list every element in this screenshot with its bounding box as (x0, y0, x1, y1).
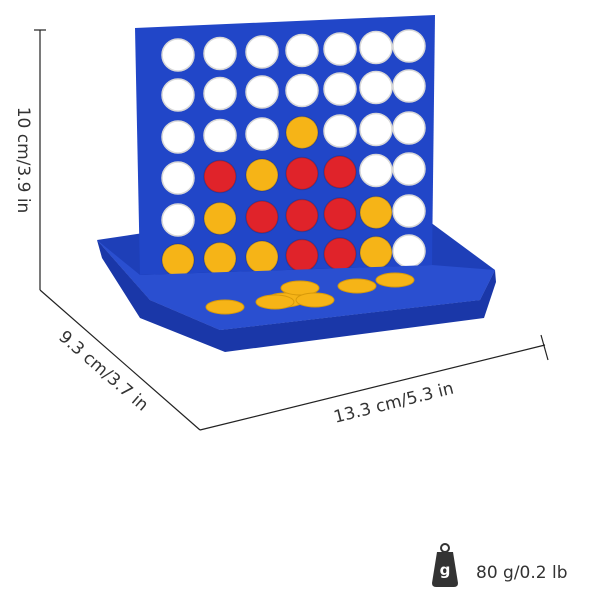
hole (392, 152, 426, 186)
hole (285, 73, 319, 108)
hole (203, 76, 237, 111)
disc (245, 240, 279, 274)
hole (203, 118, 237, 153)
disc (203, 201, 237, 236)
disc (359, 195, 393, 230)
hole (161, 78, 195, 112)
hole (392, 111, 426, 145)
disc (323, 197, 357, 231)
hole (245, 117, 279, 151)
loose-disc (255, 294, 295, 310)
holes (161, 29, 426, 277)
hole (161, 161, 195, 195)
disc (359, 235, 393, 270)
hole (161, 38, 195, 72)
hole (359, 153, 393, 188)
width-label: 13.3 cm/5.3 in (332, 379, 456, 428)
hole (392, 194, 426, 228)
disc (245, 158, 279, 192)
loose-disc (295, 292, 335, 308)
tray-front (97, 240, 496, 352)
hole (285, 33, 319, 68)
hole (359, 70, 393, 105)
hole (245, 75, 279, 109)
hole (392, 69, 426, 103)
disc (323, 155, 357, 189)
loose-disc (375, 272, 415, 288)
weight-handle (440, 543, 450, 553)
loose-disc (205, 299, 245, 315)
weight-icon-label: g (440, 561, 451, 579)
disc (285, 115, 319, 150)
disc (285, 238, 319, 273)
tick (540, 334, 549, 361)
disc (285, 156, 319, 191)
hole (392, 234, 426, 268)
depth-line (39, 289, 201, 431)
hole (323, 72, 357, 106)
loose-discs (205, 272, 415, 315)
hole (359, 30, 393, 65)
disc (285, 198, 319, 233)
hole (323, 114, 357, 148)
hole (161, 120, 195, 154)
hole (392, 29, 426, 63)
width-line (199, 344, 546, 431)
weight-label: 80 g/0.2 lb (476, 563, 568, 583)
loose-disc (337, 278, 377, 294)
depth-label: 9.3 cm/3.7 in (54, 327, 152, 416)
disc (323, 237, 357, 271)
hole (161, 203, 195, 237)
hole (203, 36, 237, 71)
disc (203, 241, 237, 276)
hole (359, 112, 393, 147)
hole (245, 35, 279, 69)
disc (245, 200, 279, 234)
height-label: 10 cm/3.9 in (13, 107, 33, 214)
loose-disc (280, 280, 320, 296)
disc (161, 243, 195, 277)
dimension-lines (34, 29, 549, 431)
disc (203, 159, 237, 194)
weight-icon (432, 552, 458, 587)
hole (323, 32, 357, 66)
